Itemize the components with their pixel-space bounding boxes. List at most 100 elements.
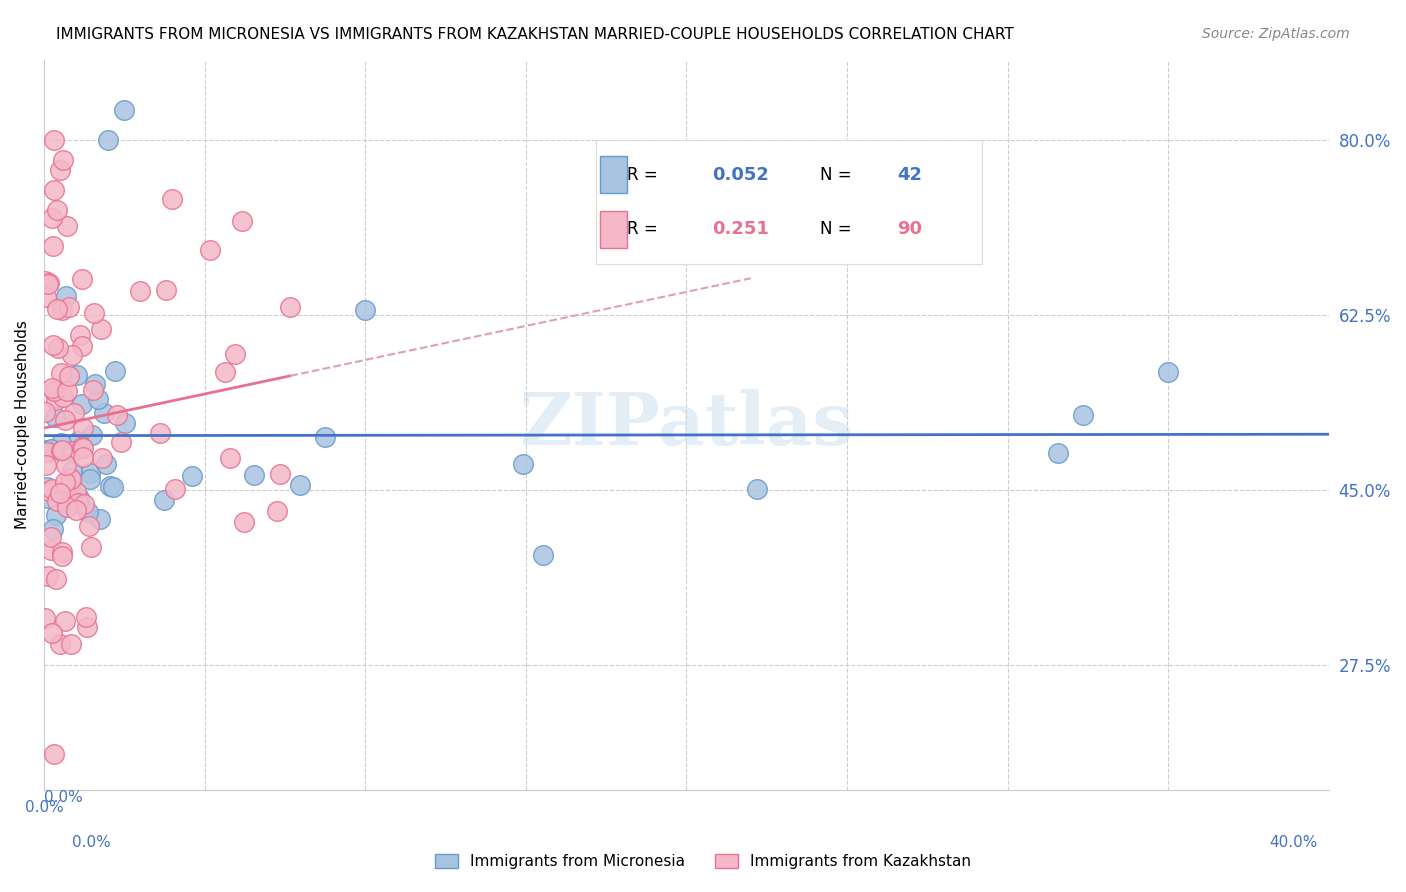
Point [231,213,253,227]
Point [62,443,84,458]
Point [70,339,93,353]
Point [129,284,152,298]
Point [34,405,56,419]
Point [243,468,266,483]
Point [58,300,80,314]
Point [214,365,236,379]
Point [82,428,104,442]
Point [77,505,100,519]
Point [224,346,246,360]
Point [69,328,91,343]
Point [45,573,67,587]
Point [51,444,73,458]
Point [53,614,76,628]
Text: 40.0%: 40.0% [1270,836,1317,850]
Point [65,503,87,517]
Point [72,497,94,511]
Point [42,133,65,147]
Point [110,435,132,450]
Point [55,288,77,302]
Point [48,486,70,500]
Point [67,491,90,506]
Point [290,478,312,492]
Point [104,364,127,378]
Text: 0.0%: 0.0% [44,790,83,805]
Point [1071,408,1094,422]
Point [163,483,186,497]
Y-axis label: Married-couple Households: Married-couple Households [15,320,30,529]
Point [153,492,176,507]
Point [46,341,69,355]
Point [42,239,65,253]
Point [72,442,94,456]
Point [747,482,769,496]
Point [49,162,72,177]
Point [198,243,221,257]
Point [41,482,63,496]
Point [39,442,62,457]
Point [82,383,104,397]
Point [55,219,77,233]
Point [42,747,65,761]
Point [80,540,103,554]
Point [1047,446,1070,460]
Point [59,472,82,486]
Text: Source: ZipAtlas.com: Source: ZipAtlas.com [1202,27,1350,41]
Point [42,338,65,352]
Point [266,503,288,517]
Point [49,436,72,450]
Point [314,430,336,444]
Point [51,443,73,458]
Point [41,211,63,225]
Point [56,500,79,515]
Point [66,496,89,510]
Point [38,276,60,290]
Point [149,426,172,441]
Text: IMMIGRANTS FROM MICRONESIA VS IMMIGRANTS FROM KAZAKHSTAN MARRIED-COUPLE HOUSEHOL: IMMIGRANTS FROM MICRONESIA VS IMMIGRANTS… [56,27,1014,42]
Point [72,421,94,435]
Point [66,368,89,383]
Point [45,392,67,407]
Point [60,482,83,496]
Point [269,467,291,481]
Point [180,469,202,483]
Point [91,450,114,465]
Point [53,475,76,489]
Point [100,479,122,493]
Point [72,450,94,464]
Point [114,416,136,430]
Point [52,390,75,404]
Point [35,458,58,473]
Point [278,300,301,314]
Point [77,519,100,533]
Point [512,458,534,472]
Point [232,515,254,529]
Point [56,384,79,398]
Point [75,610,97,624]
Point [34,611,56,625]
Point [101,480,124,494]
Point [45,508,67,522]
Text: 0.0%: 0.0% [24,800,63,815]
Point [70,272,93,286]
Point [37,277,59,291]
Point [354,302,377,317]
Point [63,406,86,420]
Point [49,367,72,381]
Point [58,369,80,384]
Point [53,413,76,427]
Point [59,637,82,651]
Text: 0.0%: 0.0% [72,836,111,850]
Point [49,637,72,651]
Point [52,153,75,167]
Point [41,380,63,394]
Point [89,512,111,526]
Point [94,458,117,472]
Point [51,545,73,559]
Point [37,569,59,583]
Point [70,440,93,454]
Point [79,472,101,486]
Point [60,348,83,362]
Point [38,483,60,498]
Point [51,549,73,564]
